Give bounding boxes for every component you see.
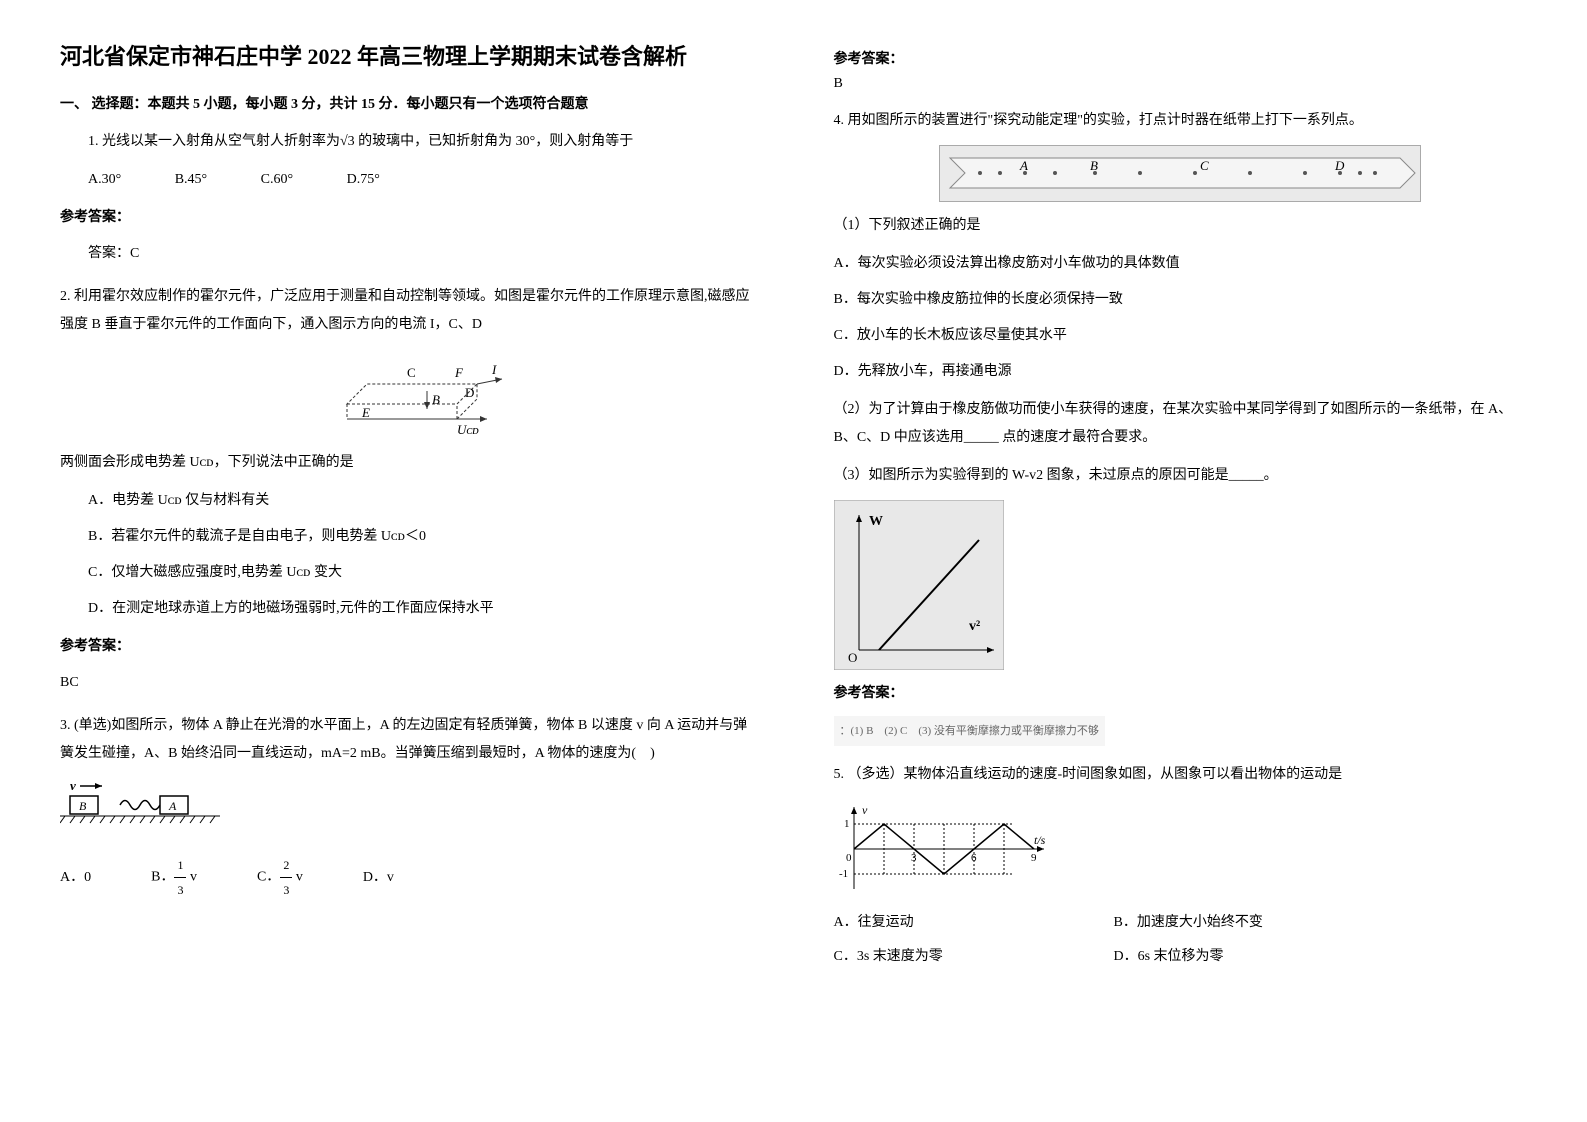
q5-opt-b: B．加速度大小始终不变 (1114, 909, 1263, 937)
svg-text:-1: -1 (839, 868, 848, 880)
q1-answer: 答案：C (60, 240, 754, 268)
q5-stem: 5. （多选）某物体沿直线运动的速度-时间图象如图，从图象可以看出物体的运动是 (834, 761, 1528, 789)
q3-diagram: v B A (60, 778, 230, 828)
q3-opt-a: A．0 (60, 864, 91, 892)
q4-stem: 4. 用如图所示的装置进行"探究动能定理"的实验，打点计时器在纸带上打下一系列点… (834, 107, 1528, 135)
q5-opt-a: A．往复运动 (834, 909, 1054, 937)
q2-stem: 2. 利用霍尔效应制作的霍尔元件，广泛应用于测量和自动控制等领域。如图是霍尔元件… (60, 283, 754, 339)
q4-p2: （2）为了计算由于橡皮筋做功而使小车获得的速度，在某次实验中某同学得到了如图所示… (834, 396, 1528, 452)
q1-ans-label: 参考答案： (60, 204, 754, 232)
label-E: E (361, 405, 370, 420)
q1-opt-b: B.45° (175, 172, 207, 187)
section-head: 一、 选择题：本题共 5 小题，每小题 3 分，共计 15 分．每小题只有一个选… (60, 93, 754, 113)
q5-opt-d: D．6s 末位移为零 (1114, 943, 1224, 971)
svg-text:O: O (848, 650, 857, 665)
q3-options: A．0 B．13 v C．23 v D．v (60, 853, 754, 902)
label-Ucd: Uᴄᴅ (457, 422, 479, 437)
right-column: 参考答案： B 4. 用如图所示的装置进行"探究动能定理"的实验，打点计时器在纸… (834, 40, 1528, 986)
svg-text:A: A (1019, 158, 1028, 173)
svg-text:C: C (1200, 158, 1209, 173)
q2-opt-d: D．在测定地球赤道上方的地磁场强弱时,元件的工作面应保持水平 (60, 595, 754, 623)
q2-tail: 两侧面会形成电势差 Uᴄᴅ，下列说法中正确的是 (60, 449, 754, 477)
q3-opt-b: B．13 v (151, 853, 197, 902)
svg-text:9: 9 (1031, 852, 1037, 864)
q3-answer: B (834, 76, 1528, 92)
q5-options: A．往复运动 B．加速度大小始终不变 C．3s 末速度为零 D．6s 末位移为零 (834, 909, 1528, 971)
svg-text:t/s: t/s (1034, 833, 1046, 847)
svg-text:v: v (862, 803, 868, 817)
q3-ans-label: 参考答案： (834, 48, 1528, 68)
q2-opt-a: A．电势差 Uᴄᴅ 仅与材料有关 (60, 487, 754, 515)
question-2: 2. 利用霍尔效应制作的霍尔元件，广泛应用于测量和自动控制等领域。如图是霍尔元件… (60, 283, 754, 697)
question-3: 3. (单选)如图所示，物体 A 静止在光滑的水平面上，A 的左边固定有轻质弹簧… (60, 712, 754, 902)
q1-opt-c: C.60° (261, 172, 293, 187)
svg-text:B: B (1090, 158, 1098, 173)
q2-answer: BC (60, 669, 754, 697)
question-5: 5. （多选）某物体沿直线运动的速度-时间图象如图，从图象可以看出物体的运动是 … (834, 761, 1528, 971)
q4-options: A．每次实验必须设法算出橡皮筋对小车做功的具体数值 B．每次实验中橡皮筋拉伸的长… (834, 250, 1528, 386)
q1-stem: 1. 光线以某一入射角从空气射人折射率为√3 的玻璃中，已知折射角为 30°，则… (60, 128, 754, 156)
q3-opt-d: D．v (363, 864, 394, 892)
svg-text:0: 0 (846, 852, 852, 864)
vt-diagram: 1 -1 0 3 6 9 t/s v (834, 799, 1054, 899)
svg-text:D: D (1334, 158, 1345, 173)
q4-p3: （3）如图所示为实验得到的 W-v2 图象，未过原点的原因可能是_____。 (834, 462, 1528, 490)
svg-text:3: 3 (911, 852, 917, 864)
q1-opt-a: A.30° (88, 172, 121, 187)
label-D: D (465, 385, 474, 400)
wv2-diagram: W v² O (834, 500, 1004, 670)
question-4: 4. 用如图所示的装置进行"探究动能定理"的实验，打点计时器在纸带上打下一系列点… (834, 107, 1528, 746)
label-B: B (432, 392, 440, 407)
svg-text:W: W (869, 514, 883, 529)
q4-p1: （1）下列叙述正确的是 (834, 212, 1528, 240)
svg-text:A: A (168, 799, 177, 813)
q4-opt-c: C．放小车的长木板应该尽量使其水平 (834, 322, 1528, 350)
svg-text:v²: v² (969, 619, 980, 634)
q3-stem: 3. (单选)如图所示，物体 A 静止在光滑的水平面上，A 的左边固定有轻质弹簧… (60, 712, 754, 768)
q4-answer: ：(1) B (2) C (3) 没有平衡摩擦力或平衡摩擦力不够 (834, 716, 1105, 746)
svg-text:v: v (70, 778, 76, 793)
q2-opt-b: B．若霍尔元件的载流子是自由电子，则电势差 Uᴄᴅ＜0 (60, 523, 754, 551)
svg-text:1: 1 (844, 818, 850, 830)
question-1: 1. 光线以某一入射角从空气射人折射率为√3 的玻璃中，已知折射角为 30°，则… (60, 128, 754, 268)
svg-text:B: B (79, 799, 87, 813)
q2-opt-c: C．仅增大磁感应强度时,电势差 Uᴄᴅ 变大 (60, 559, 754, 587)
q2-ans-label: 参考答案： (60, 633, 754, 661)
hall-diagram: C F I D E B Uᴄᴅ (307, 349, 507, 439)
left-column: 河北省保定市神石庄中学 2022 年高三物理上学期期末试卷含解析 一、 选择题：… (60, 40, 754, 986)
page-title: 河北省保定市神石庄中学 2022 年高三物理上学期期末试卷含解析 (60, 40, 754, 73)
q2-options: A．电势差 Uᴄᴅ 仅与材料有关 B．若霍尔元件的载流子是自由电子，则电势差 U… (60, 487, 754, 623)
q4-opt-b: B．每次实验中橡皮筋拉伸的长度必须保持一致 (834, 286, 1528, 314)
label-I: I (491, 362, 497, 377)
label-F: F (454, 365, 464, 380)
label-C: C (407, 365, 416, 380)
q4-opt-a: A．每次实验必须设法算出橡皮筋对小车做功的具体数值 (834, 250, 1528, 278)
tape-diagram: A B C D (939, 145, 1421, 202)
q1-opt-d: D.75° (347, 172, 380, 187)
q4-opt-d: D．先释放小车，再接通电源 (834, 358, 1528, 386)
q1-options: A.30° B.45° C.60° D.75° (60, 166, 754, 194)
q5-opt-c: C．3s 末速度为零 (834, 943, 1054, 971)
svg-text:6: 6 (971, 852, 977, 864)
q4-ans-label: 参考答案： (834, 680, 1528, 708)
q3-opt-c: C．23 v (257, 853, 303, 902)
